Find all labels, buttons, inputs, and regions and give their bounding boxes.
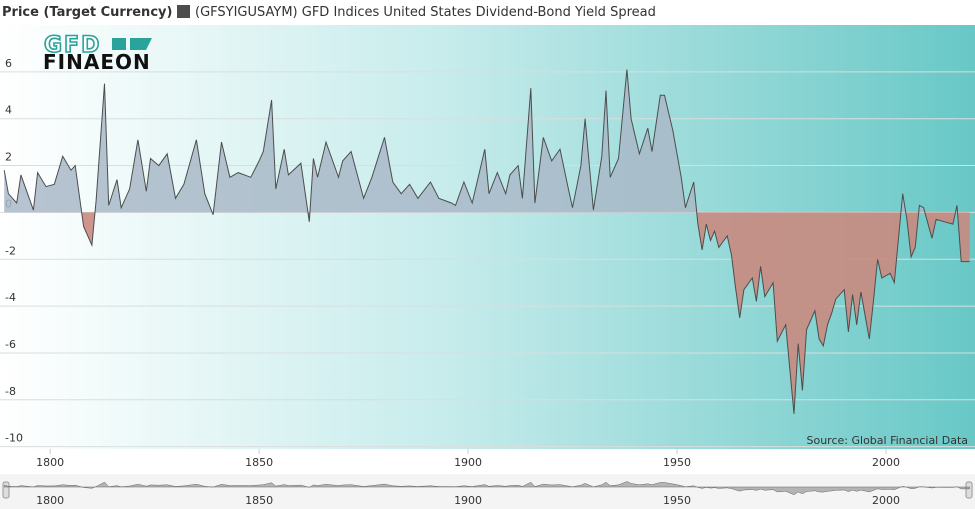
x-tick-label: 1850 bbox=[245, 456, 273, 469]
y-tick-label: -10 bbox=[5, 432, 23, 445]
legend-swatch[interactable] bbox=[177, 5, 190, 18]
y-tick-label: -4 bbox=[5, 291, 16, 304]
y-tick-label: 6 bbox=[5, 57, 12, 70]
x-tick-label: 1950 bbox=[663, 456, 691, 469]
navigator-area bbox=[3, 481, 970, 495]
x-tick-label: 1900 bbox=[454, 456, 482, 469]
navigator-tick-label: 1900 bbox=[454, 494, 482, 507]
navigator-tick-label: 1950 bbox=[663, 494, 691, 507]
y-tick-label: -2 bbox=[5, 244, 16, 257]
y-tick-label: -8 bbox=[5, 385, 16, 398]
y-tick-label: -6 bbox=[5, 338, 16, 351]
navigator-handle[interactable] bbox=[965, 481, 973, 499]
logo-bottom: FINAEON bbox=[43, 50, 151, 74]
navigator[interactable] bbox=[0, 474, 975, 509]
logo-top: GFD bbox=[44, 33, 101, 58]
x-tick-label: 2000 bbox=[872, 456, 900, 469]
positive-area bbox=[4, 69, 970, 213]
y-tick-label: 2 bbox=[5, 151, 12, 164]
axis-title: Price (Target Currency) bbox=[2, 5, 172, 20]
series-line bbox=[3, 69, 970, 414]
negative-area bbox=[81, 212, 970, 414]
navigator-tick-label: 1800 bbox=[36, 494, 64, 507]
x-tick-label: 1800 bbox=[36, 456, 64, 469]
y-tick-label: 4 bbox=[5, 104, 12, 117]
navigator-tick-label: 2000 bbox=[872, 494, 900, 507]
legend-label[interactable]: (GFSYIGUSAYM) GFD Indices United States … bbox=[195, 5, 656, 20]
navigator-tick-label: 1850 bbox=[245, 494, 273, 507]
navigator-handle[interactable] bbox=[2, 481, 10, 499]
logo-icon bbox=[112, 38, 152, 50]
source-note: Source: Global Financial Data bbox=[807, 434, 969, 447]
